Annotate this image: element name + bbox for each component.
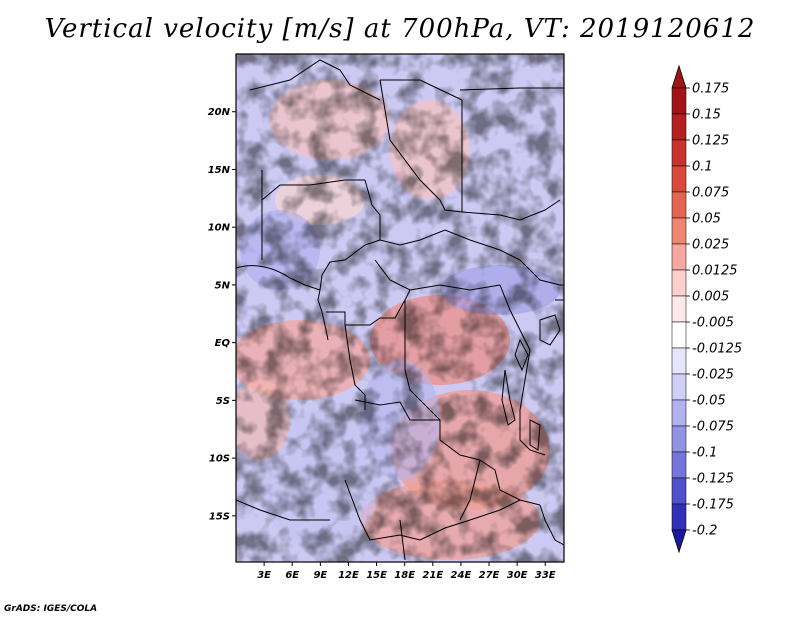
- colorbar-label: -0.05: [692, 394, 726, 409]
- lon-tick-label: 33E: [535, 570, 556, 581]
- lon-tick-label: 6E: [285, 570, 299, 581]
- colorbar-label: -0.1: [692, 446, 717, 461]
- lat-tick-label: 5S: [216, 396, 230, 407]
- lat-tick-label: EQ: [215, 338, 231, 349]
- lon-tick-label: 15E: [366, 570, 387, 581]
- colorbar-label: 0.125: [692, 134, 729, 149]
- colorbar-label: 0.15: [692, 108, 721, 123]
- chart-title: Vertical velocity [m/s] at 700hPa, VT: 2…: [44, 14, 756, 44]
- colorbar-segment: [671, 113, 687, 141]
- colorbar-top-arrow: [671, 64, 687, 89]
- colorbar-segment: [671, 425, 687, 453]
- lon-tick-label: 12E: [338, 570, 359, 581]
- colorbar-label: 0.175: [692, 82, 729, 97]
- grads-credit: GrADS: IGES/COLA: [4, 604, 98, 614]
- colorbar-segment: [671, 451, 687, 479]
- colorbar-segment: [671, 321, 687, 349]
- colorbar-segment: [671, 139, 687, 167]
- colorbar-label: 0.075: [692, 186, 729, 201]
- map-frame: [235, 53, 565, 563]
- colorbar-segment: [671, 295, 687, 323]
- colorbar-segment: [671, 217, 687, 245]
- colorbar-label: 0.05: [692, 212, 721, 227]
- velocity-field: [236, 54, 564, 562]
- lat-tick-label: 10N: [208, 223, 231, 234]
- colorbar-label: -0.075: [692, 420, 734, 435]
- lon-tick-label: 18E: [394, 570, 415, 581]
- lon-tick-label: 9E: [313, 570, 327, 581]
- colorbar-label: 0.025: [692, 238, 729, 253]
- colorbar-segment: [671, 243, 687, 271]
- colorbar-label: 0.0125: [692, 264, 738, 279]
- lon-tick-label: 24E: [451, 570, 472, 581]
- lon-tick-label: 3E: [257, 570, 271, 581]
- colorbar-segment: [671, 269, 687, 297]
- lat-tick-label: 15N: [208, 165, 231, 176]
- lat-tick-label: 20N: [208, 107, 231, 118]
- colorbar-label: -0.005: [692, 316, 734, 331]
- lon-tick-label: 21E: [422, 570, 443, 581]
- colorbar-segment: [671, 191, 687, 219]
- colorbar-segment: [671, 373, 687, 401]
- colorbar-label: -0.0125: [692, 342, 742, 357]
- colorbar-segment: [671, 165, 687, 193]
- colorbar-label: -0.125: [692, 472, 734, 487]
- country-borders: [236, 54, 564, 561]
- colorbar-label: -0.2: [692, 524, 717, 539]
- colorbar-segment: [671, 347, 687, 375]
- lon-tick-label: 30E: [507, 570, 528, 581]
- colorbar-segment: [671, 399, 687, 427]
- colorbar-segment: [671, 503, 687, 531]
- lat-tick-label: 15S: [209, 511, 230, 522]
- colorbar-label: -0.025: [692, 368, 734, 383]
- colorbar-label: 0.1: [692, 160, 713, 175]
- lat-tick-label: 5N: [215, 280, 231, 291]
- colorbar: 0.175 0.15 0.125 0.1 0.075 0.05 0.025 0.0125 0.0…: [671, 64, 742, 554]
- colorbar-segment: [671, 477, 687, 505]
- colorbar-label: 0.005: [692, 290, 729, 305]
- lon-tick-label: 27E: [479, 570, 500, 581]
- colorbar-label: -0.175: [692, 498, 734, 513]
- latitude-axis: 20N 15N 10N 5N EQ 5S 10S 15S: [208, 107, 236, 522]
- colorbar-segment: [671, 87, 687, 115]
- lat-tick-label: 10S: [209, 454, 230, 465]
- longitude-axis: 3E 6E 9E 12E 15E 18E 21E 24E 27E 30E 33E: [257, 562, 556, 581]
- colorbar-bottom-arrow: [671, 529, 687, 554]
